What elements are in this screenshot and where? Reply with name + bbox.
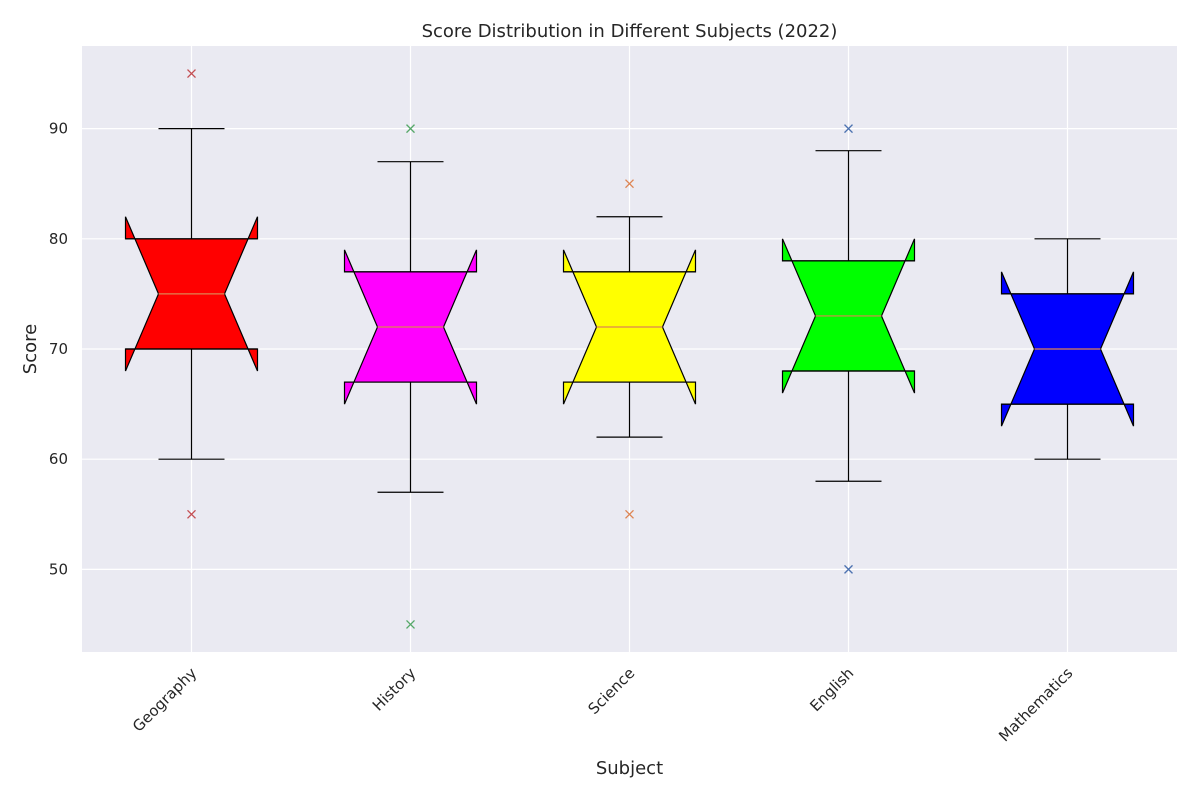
y-tick-label: 80: [49, 230, 68, 248]
outlier-marker: [406, 124, 415, 134]
outlier-stroke: [844, 564, 853, 574]
outlier-marker: [625, 509, 634, 519]
outlier-stroke: [625, 509, 634, 519]
outlier-marker: [844, 564, 853, 574]
x-axis-ticks: Geography History Science English Mathematic…: [129, 664, 1076, 745]
outlier-marker: [844, 124, 853, 134]
x-tick-label: English: [806, 664, 857, 715]
chart-title: Score Distribution in Different Subjects…: [422, 21, 838, 42]
y-tick-label: 70: [49, 340, 68, 358]
outlier-stroke: [625, 179, 634, 189]
outlier-marker: [625, 179, 634, 189]
boxes: [124, 69, 1135, 629]
outlier-stroke: [187, 69, 196, 79]
box-english: [781, 124, 916, 574]
y-tick-label: 60: [49, 450, 68, 468]
outlier-stroke: [406, 619, 415, 629]
outlier-marker: [187, 509, 196, 519]
outlier-stroke: [844, 124, 853, 134]
y-axis-label: Score: [20, 324, 41, 374]
box-geography: [124, 69, 259, 519]
box-science: [562, 179, 697, 519]
y-tick-label: 50: [49, 560, 68, 578]
x-tick-label: Mathematics: [995, 664, 1076, 745]
y-tick-label: 90: [49, 120, 68, 138]
outlier-stroke: [187, 509, 196, 519]
box-mathematics: [1000, 238, 1135, 460]
x-axis-label: Subject: [596, 758, 663, 779]
outlier-stroke: [406, 124, 415, 134]
x-tick-label: Science: [584, 664, 638, 718]
outlier-marker: [406, 619, 415, 629]
x-tick-label: History: [369, 664, 420, 715]
box-history: [343, 124, 478, 629]
y-axis-ticks: 50 60 70 80 90: [49, 120, 68, 579]
x-tick-label: Geography: [129, 664, 200, 735]
outlier-marker: [187, 69, 196, 79]
